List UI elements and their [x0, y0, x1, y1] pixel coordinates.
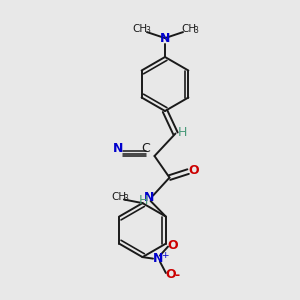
Text: N: N: [144, 190, 154, 204]
Text: -: -: [175, 269, 180, 283]
Text: CH: CH: [182, 24, 196, 34]
Text: H: H: [177, 125, 187, 139]
Text: 3: 3: [145, 26, 150, 35]
Text: 3: 3: [123, 194, 128, 203]
Text: O: O: [167, 238, 178, 252]
Text: +: +: [161, 251, 168, 260]
Text: O: O: [188, 164, 199, 178]
Text: H: H: [139, 194, 148, 208]
Text: N: N: [113, 142, 124, 155]
Text: CH: CH: [133, 24, 148, 34]
Text: N: N: [153, 252, 163, 265]
Text: CH: CH: [111, 191, 126, 202]
Text: O: O: [165, 268, 176, 281]
Text: 3: 3: [194, 26, 199, 35]
Text: C: C: [141, 142, 150, 155]
Text: N: N: [160, 32, 170, 45]
